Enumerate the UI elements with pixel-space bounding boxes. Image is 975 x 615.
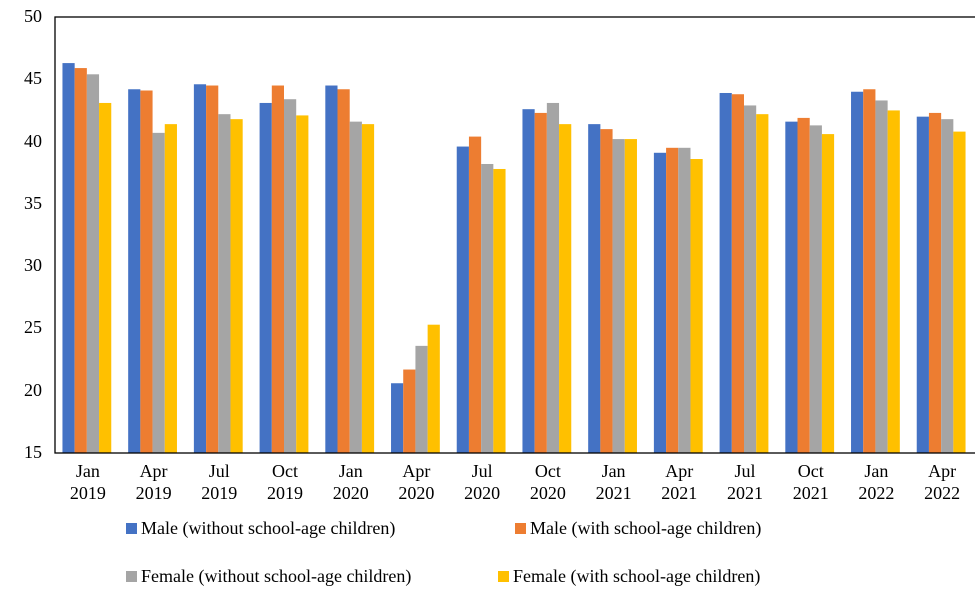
x-tick-label: Apr 2022 xyxy=(924,461,961,503)
bar xyxy=(164,124,177,453)
bar xyxy=(349,121,362,453)
x-tick-label: Apr 2019 xyxy=(135,461,172,503)
bar xyxy=(391,383,404,453)
x-tick-label: Jan 2021 xyxy=(595,461,632,503)
bar xyxy=(427,324,440,453)
bar xyxy=(62,63,75,453)
bar xyxy=(206,85,219,453)
x-tick-label: Jan 2022 xyxy=(858,461,895,503)
bar xyxy=(230,119,243,454)
legend-item: Male (with school-age children) xyxy=(515,518,761,539)
bar xyxy=(588,124,601,453)
bar xyxy=(941,119,954,454)
bar xyxy=(666,147,679,454)
bar xyxy=(218,114,231,453)
legend-label: Female (without school-age children) xyxy=(141,566,412,586)
bar xyxy=(403,369,416,453)
x-tick-label: Oct 2019 xyxy=(267,461,303,503)
bar xyxy=(600,129,613,453)
bar xyxy=(928,112,942,454)
bar xyxy=(731,94,744,453)
bar xyxy=(624,139,637,453)
bar xyxy=(797,117,810,453)
bar xyxy=(719,92,732,453)
y-tick-label: 30 xyxy=(24,255,42,276)
x-tick-label: Jul 2021 xyxy=(727,461,763,503)
bar xyxy=(653,152,667,454)
bar xyxy=(99,102,112,453)
y-tick-label: 20 xyxy=(24,379,42,400)
x-tick-label: Jul 2020 xyxy=(464,461,501,503)
bar xyxy=(559,124,572,453)
plot-frame xyxy=(54,16,975,454)
bar xyxy=(546,102,560,453)
legend-label: Male (with school-age children) xyxy=(530,518,762,538)
bar xyxy=(678,147,691,454)
bar xyxy=(887,110,900,453)
bar xyxy=(86,74,100,453)
legend-item: Female (without school-age children) xyxy=(126,566,411,587)
bar xyxy=(785,121,798,453)
bar xyxy=(259,102,272,453)
y-tick-label: 25 xyxy=(24,317,42,338)
bar xyxy=(522,109,535,453)
bar xyxy=(953,131,966,453)
bar xyxy=(534,112,547,454)
bar xyxy=(415,345,428,453)
bar xyxy=(152,132,165,453)
x-tick-label: Apr 2020 xyxy=(398,461,435,503)
y-tick-label: 15 xyxy=(24,442,42,462)
bar xyxy=(325,85,338,453)
bar xyxy=(337,89,350,453)
bar xyxy=(128,89,141,453)
bar xyxy=(284,99,297,454)
legend-label: Female (with school-age children) xyxy=(513,566,761,586)
bar xyxy=(690,159,703,454)
legend-item: Female (with school-age children) xyxy=(498,566,760,587)
legend-swatch xyxy=(498,571,509,582)
bar xyxy=(612,139,625,453)
x-tick-label: Oct 2021 xyxy=(792,461,829,503)
bar xyxy=(493,168,506,453)
bar xyxy=(140,90,153,454)
bar xyxy=(809,125,822,454)
legend-item: Male (without school-age children) xyxy=(126,518,395,539)
bar xyxy=(863,89,876,453)
bar xyxy=(875,100,888,453)
bar xyxy=(468,136,482,454)
bar xyxy=(193,84,207,454)
bar xyxy=(481,163,494,453)
x-tick-label: Jan 2019 xyxy=(69,461,106,503)
bar xyxy=(456,146,469,453)
y-tick-label: 35 xyxy=(24,192,42,213)
bar xyxy=(821,134,835,453)
x-tick-label: Jul 2019 xyxy=(201,461,238,503)
bar xyxy=(851,91,864,453)
x-tick-label: Oct 2020 xyxy=(529,461,566,503)
bar xyxy=(74,68,87,454)
y-tick-label: 45 xyxy=(24,68,42,89)
bar xyxy=(756,114,769,453)
bar xyxy=(296,115,309,453)
bar xyxy=(271,85,284,453)
x-tick-label: Apr 2021 xyxy=(661,461,698,503)
bar xyxy=(744,105,757,454)
legend-swatch xyxy=(126,523,137,534)
y-tick-label: 40 xyxy=(24,130,42,151)
y-tick-label: 50 xyxy=(24,6,42,26)
legend-label: Male (without school-age children) xyxy=(141,518,396,538)
bar xyxy=(361,124,375,453)
legend-swatch xyxy=(515,523,526,534)
x-tick-label: Jan 2020 xyxy=(332,461,369,503)
legend-swatch xyxy=(126,571,137,582)
bar xyxy=(916,116,929,454)
